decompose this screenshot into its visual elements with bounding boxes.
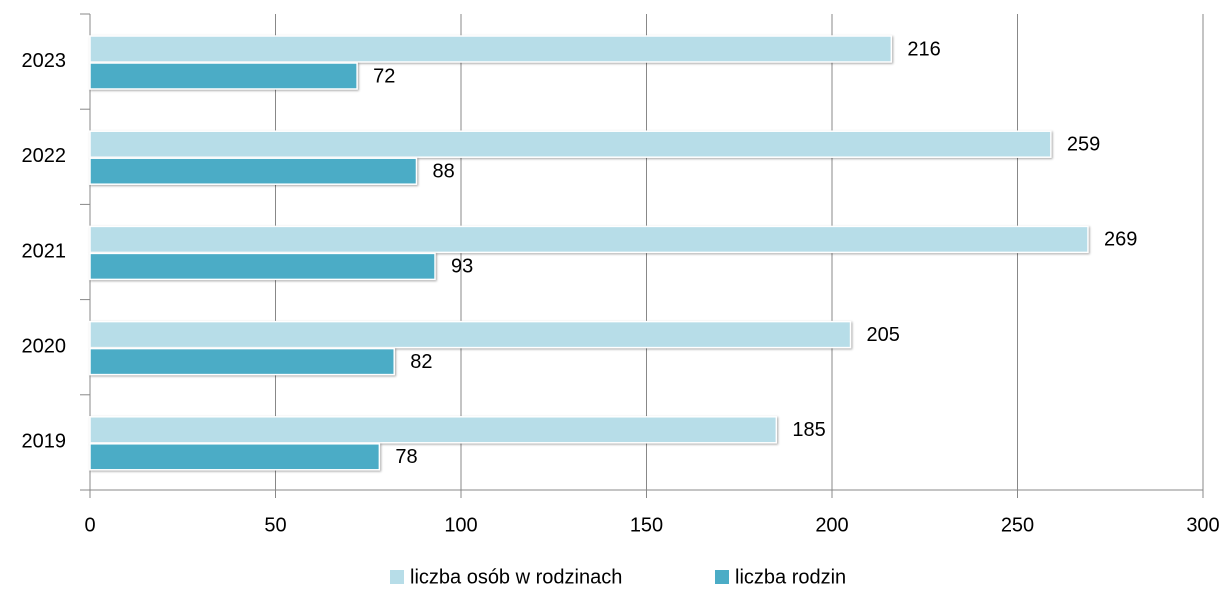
data-label: 269 [1104,229,1137,251]
y-tick-label: 2023 [22,50,67,72]
data-label: 72 [373,65,395,87]
data-label: 259 [1067,133,1100,155]
bar [89,157,418,185]
x-tick-label: 150 [630,514,663,536]
y-tick-label: 2021 [22,240,67,262]
bar [89,252,436,281]
x-tick-label: 300 [1186,514,1219,536]
data-label: 88 [432,160,454,182]
data-label: 216 [907,38,940,60]
legend-label: liczba osób w rodzinach [410,566,622,588]
x-tick-label: 250 [1001,514,1034,536]
y-tick-label: 2019 [22,431,67,453]
bar [89,35,893,63]
y-tick-label: 2022 [22,145,67,167]
bar [89,347,395,376]
bar [89,320,852,349]
legend-swatch [390,570,404,584]
bar [89,416,778,444]
x-tick-label: 200 [815,514,848,536]
x-tick-label: 100 [444,514,477,536]
data-label: 78 [395,446,417,468]
bar [89,443,381,471]
x-tick-label: 50 [264,514,286,536]
data-label: 185 [792,419,825,441]
data-label: 205 [867,324,900,346]
data-label: 82 [410,351,432,373]
bar [89,62,358,90]
legend-label: liczba rodzin [735,566,846,588]
bar [89,130,1052,158]
bar [89,225,1089,254]
x-tick-label: 0 [84,514,95,536]
y-tick-label: 2020 [22,335,67,357]
legend-swatch [715,570,729,584]
data-label: 93 [451,256,473,278]
